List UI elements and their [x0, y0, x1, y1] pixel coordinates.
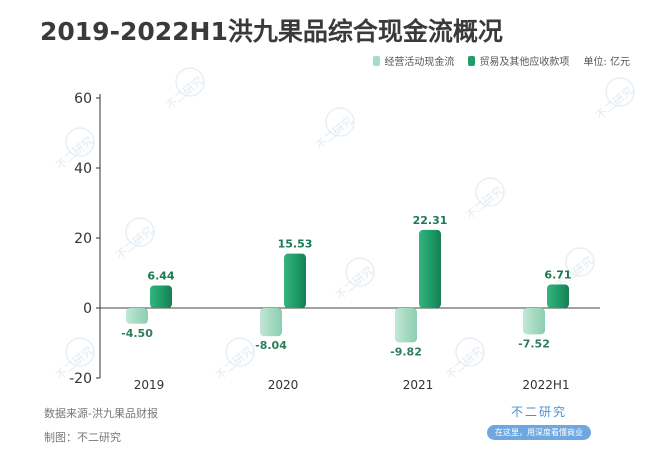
unit-label: 单位: 亿元: [583, 57, 630, 68]
legend-label-operating-cash-flow: 经营活动现金流: [384, 57, 455, 68]
legend: 经营活动现金流 贸易及其他应收款项 单位: 亿元: [373, 53, 630, 68]
y-tick-label: 20: [74, 231, 92, 247]
data-label-operating-cash-flow-2019: -4.50: [121, 327, 153, 340]
y-tick-label: 40: [74, 161, 92, 177]
watermark-logo: [125, 217, 155, 247]
bar-operating-cash-flow-2019: [126, 308, 148, 324]
x-tick-label-2021: 2021: [403, 378, 434, 392]
bar-trade-receivables-2021: [419, 229, 441, 308]
y-tick-label: 0: [83, 301, 92, 317]
x-axis-ticks: 2019 2020 2021 2022H1: [134, 378, 570, 392]
bar-operating-cash-flow-2022H1: [523, 308, 545, 335]
bar-trade-receivables-2020: [284, 253, 306, 308]
bars: [126, 229, 569, 343]
data-labels: -4.50 6.44 -8.04 15.53 -9.82 22.31 -7.52 6.71: [121, 214, 571, 358]
brand-logo: 不二研究 在这里，用深度看懂商业: [478, 403, 600, 440]
watermark-logo: [455, 337, 485, 367]
x-tick-label-2019: 2019: [134, 378, 165, 392]
bar-operating-cash-flow-2020: [260, 308, 282, 337]
data-label-trade-receivables-2020: 15.53: [278, 238, 313, 251]
watermark-logo: [175, 67, 205, 97]
data-label-trade-receivables-2019: 6.44: [147, 269, 174, 282]
data-label-trade-receivables-2022H1: 6.71: [544, 269, 571, 282]
legend-item-trade-receivables: 贸易及其他应收款项: [468, 53, 569, 68]
data-label-operating-cash-flow-2020: -8.04: [255, 339, 287, 352]
watermark-logo: [225, 337, 255, 367]
brand-tagline: 在这里，用深度看懂商业: [487, 425, 591, 440]
legend-label-trade-receivables: 贸易及其他应收款项: [479, 57, 570, 68]
legend-item-operating-cash-flow: 经营活动现金流: [373, 53, 454, 68]
y-tick-label: -20: [69, 371, 92, 387]
watermark-logo: [65, 337, 95, 367]
maker-note: 制图：不二研究: [44, 431, 121, 444]
watermark-logo: [565, 247, 595, 277]
watermark-logo: [65, 127, 95, 157]
data-label-operating-cash-flow-2022H1: -7.52: [518, 337, 550, 350]
x-tick-label-2022H1: 2022H1: [522, 378, 569, 392]
watermark-logo: [605, 77, 635, 107]
bar-trade-receivables-2019: [150, 285, 172, 308]
legend-swatch-trade-receivables: [468, 55, 476, 66]
watermark-logo: [345, 257, 375, 287]
data-label-trade-receivables-2021: 22.31: [413, 214, 448, 227]
legend-swatch-operating-cash-flow: [373, 55, 381, 66]
brand-name: 不二研究: [510, 405, 567, 419]
bar-trade-receivables-2022H1: [547, 284, 569, 308]
y-axis: 60 40 20 0 -20: [69, 91, 600, 387]
chart-title: 2019-2022H1洪九果品综合现金流概况: [40, 17, 503, 46]
x-tick-label-2020: 2020: [268, 378, 299, 392]
source-note: 数据来源-洪九果品财报: [44, 407, 158, 420]
watermark-logo: [475, 177, 505, 207]
data-label-operating-cash-flow-2021: -9.82: [390, 345, 422, 358]
watermark-logo: [325, 107, 355, 137]
y-tick-label: 60: [74, 91, 92, 107]
bar-operating-cash-flow-2021: [395, 308, 417, 343]
